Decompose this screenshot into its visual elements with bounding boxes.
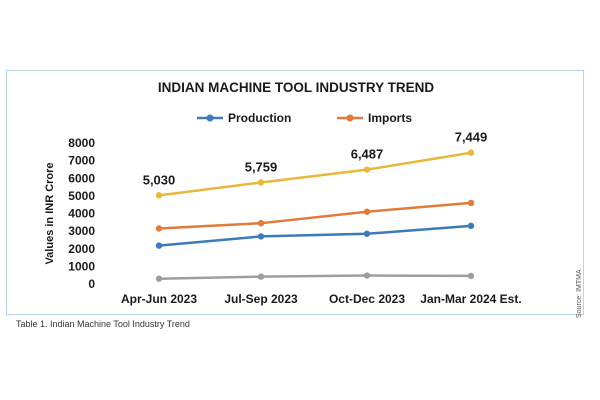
y-tick-label: 4000 [68, 207, 95, 221]
y-tick-label: 2000 [68, 242, 95, 256]
data-label-series-4: 6,487 [351, 147, 384, 162]
y-tick-label: 0 [88, 277, 95, 291]
data-point-production [155, 242, 163, 249]
data-point-series-3 [467, 272, 475, 280]
data-point-series-3 [363, 272, 371, 279]
data-point-production [257, 233, 265, 240]
data-point-imports [155, 225, 163, 232]
chart-frame: INDIAN MACHINE TOOL INDUSTRY TREND Produc… [6, 70, 584, 315]
data-point-series-4 [257, 179, 265, 186]
data-point-series-4 [363, 166, 371, 173]
line-chart: INDIAN MACHINE TOOL INDUSTRY TREND Produc… [44, 80, 522, 306]
source-note: Source: IMTMA [576, 269, 583, 318]
y-tick-label: 5000 [68, 189, 95, 203]
table-caption: Table 1. Indian Machine Tool Industry Tr… [16, 319, 190, 329]
y-tick-label: 1000 [68, 259, 95, 273]
data-label-series-4: 5,759 [245, 159, 278, 174]
y-axis-title: Values in INR Crore [44, 162, 56, 264]
legend-label-production: Production [228, 111, 291, 125]
x-category-label: Jan-Mar 2024 Est. [420, 292, 521, 306]
x-category-label: Jul-Sep 2023 [224, 292, 298, 306]
data-label-series-4: 7,449 [455, 130, 488, 145]
data-point-imports [257, 219, 265, 227]
data-point-imports [467, 199, 475, 207]
x-category-label: Apr-Jun 2023 [121, 292, 197, 306]
data-point-series-3 [257, 273, 265, 280]
data-point-production [467, 222, 475, 230]
y-tick-label: 6000 [68, 171, 95, 185]
y-tick-label: 7000 [68, 154, 95, 168]
y-tick-label: 8000 [68, 136, 95, 150]
data-point-imports [363, 208, 371, 215]
data-point-production [363, 230, 371, 237]
legend-marker-imports [346, 114, 354, 122]
series-line-series-3 [158, 274, 472, 280]
series-line-production [158, 224, 472, 247]
chart-title: INDIAN MACHINE TOOL INDUSTRY TREND [158, 80, 435, 95]
data-point-series-4 [467, 149, 475, 156]
legend-label-imports: Imports [368, 111, 412, 125]
data-label-series-4: 5,030 [143, 172, 176, 187]
y-tick-label: 3000 [68, 224, 95, 238]
legend-marker-production [206, 114, 214, 122]
series-line-imports [158, 201, 472, 230]
data-point-series-4 [155, 192, 163, 199]
x-category-label: Oct-Dec 2023 [329, 292, 405, 306]
data-point-series-3 [155, 275, 163, 282]
series-line-series-4 [158, 151, 472, 197]
